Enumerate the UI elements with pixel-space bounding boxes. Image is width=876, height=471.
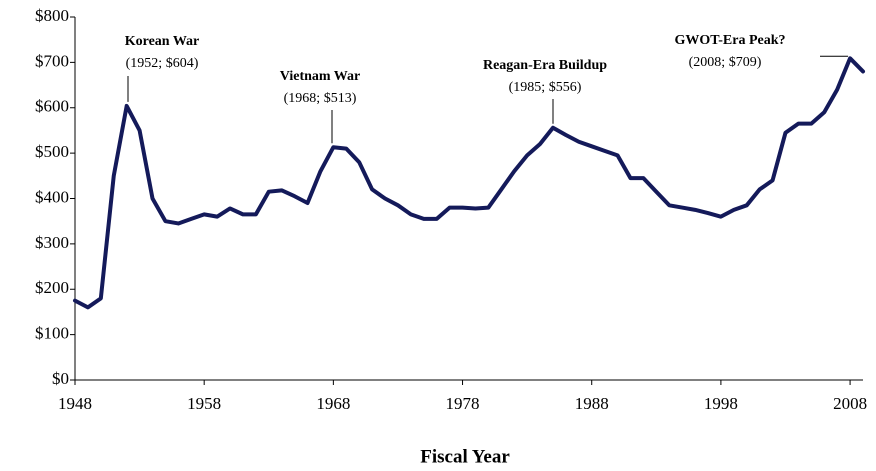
x-axis-title: Fiscal Year [420, 446, 510, 467]
annotation-detail: (1985; $556) [509, 80, 582, 95]
annotation-title: GWOT-Era Peak? [674, 33, 785, 48]
y-tick-label: $200 [35, 278, 69, 297]
annotation-title: Reagan-Era Buildup [483, 58, 607, 73]
x-tick-label: 1978 [446, 394, 480, 413]
annotation-title: Korean War [125, 34, 200, 49]
x-tick-label: 1998 [704, 394, 738, 413]
annotation-detail: (1952; $604) [126, 56, 199, 71]
y-tick-label: $300 [35, 233, 69, 252]
y-tick-label: $500 [35, 142, 69, 161]
x-tick-label: 1988 [575, 394, 609, 413]
x-tick-label: 1958 [187, 394, 221, 413]
annotation-detail: (2008; $709) [689, 55, 762, 70]
x-tick-label: 1948 [58, 394, 92, 413]
annotation-detail: (1968; $513) [284, 91, 357, 106]
x-tick-label: 1968 [316, 394, 350, 413]
y-tick-label: $100 [35, 324, 69, 343]
x-tick-label: 2008 [833, 394, 867, 413]
annotation-title: Vietnam War [280, 69, 361, 84]
y-tick-label: $0 [52, 369, 69, 388]
line-series [73, 56, 865, 310]
y-tick-label: $600 [35, 97, 69, 116]
y-tick-label: $800 [35, 6, 69, 25]
y-tick-label: $400 [35, 187, 69, 206]
y-tick-label: $700 [35, 51, 69, 70]
